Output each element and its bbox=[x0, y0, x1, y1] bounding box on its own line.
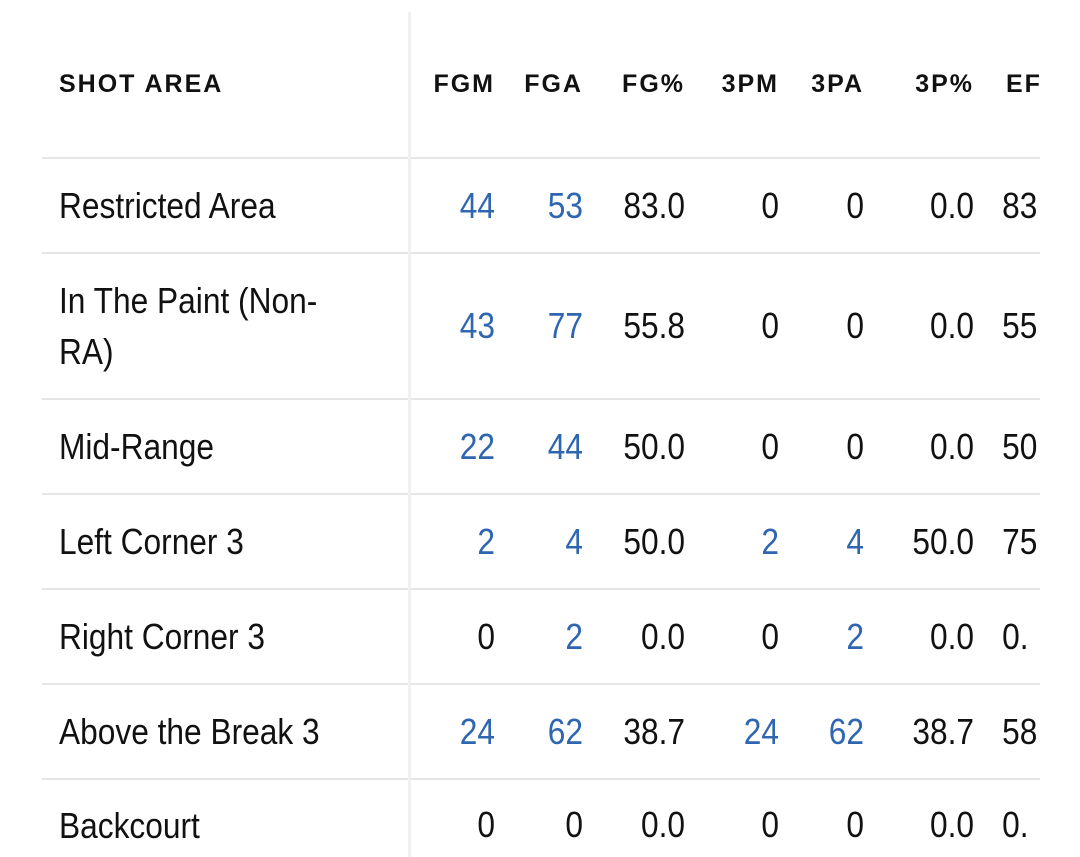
table-row: Restricted Area 44 53 83.0 0 0 0.0 83. bbox=[42, 158, 1040, 254]
fga-cell: 0 bbox=[565, 804, 583, 845]
efg-pct-cell: 50. bbox=[974, 399, 1040, 495]
shot-area-label: Restricted Area bbox=[59, 185, 276, 226]
3pm-cell: 0 bbox=[696, 158, 779, 254]
table-row: Mid-Range 22 44 50.0 0 0 0.0 50. bbox=[42, 399, 1040, 495]
fga-cell[interactable]: 77 bbox=[505, 253, 583, 400]
efg-pct-cell: 0. bbox=[1002, 804, 1029, 845]
fga-cell[interactable]: 53 bbox=[505, 158, 583, 254]
shot-area-label: Above the Break 3 bbox=[59, 711, 320, 752]
fgm-cell: 0 bbox=[419, 589, 495, 685]
3pa-cell: 0 bbox=[789, 253, 864, 400]
3pa-cell[interactable]: 2 bbox=[789, 589, 864, 685]
header-shot-area[interactable]: SHOT AREA bbox=[42, 12, 411, 159]
fg-pct-cell: 55.8 bbox=[595, 253, 685, 400]
shot-area-cell: Above the Break 3 bbox=[42, 684, 411, 780]
header-fga[interactable]: FGA bbox=[495, 12, 583, 159]
3p-pct-cell: 50.0 bbox=[877, 494, 974, 590]
shot-area-table-container: SHOT AREA FGM FGA FG% 3PM 3PA 3P% EFG Re… bbox=[42, 12, 1040, 857]
fg-pct-cell: 38.7 bbox=[595, 684, 685, 780]
efg-pct-cell: 55. bbox=[974, 253, 1040, 400]
fg-pct-cell: 50.0 bbox=[595, 494, 685, 590]
fgm-cell: 0 bbox=[477, 804, 495, 845]
shot-area-label: Left Corner 3 bbox=[59, 521, 244, 562]
fga-cell[interactable]: 4 bbox=[505, 494, 583, 590]
3p-pct-cell: 0.0 bbox=[929, 804, 974, 845]
fga-cell[interactable]: 2 bbox=[505, 589, 583, 685]
3pa-cell[interactable]: 62 bbox=[789, 684, 864, 780]
fgm-cell[interactable]: 24 bbox=[419, 684, 495, 780]
shot-area-cell: Restricted Area bbox=[42, 158, 411, 254]
shot-area-cell: Backcourt bbox=[42, 779, 411, 857]
3p-pct-cell: 0.0 bbox=[877, 399, 974, 495]
fg-pct-cell: 50.0 bbox=[595, 399, 685, 495]
efg-pct-cell: 83. bbox=[974, 158, 1040, 254]
fgm-cell[interactable]: 43 bbox=[419, 253, 495, 400]
fgm-cell[interactable]: 2 bbox=[419, 494, 495, 590]
3pm-cell: 0 bbox=[761, 804, 779, 845]
efg-pct-cell: 0. bbox=[974, 589, 1040, 685]
fg-pct-cell: 0.0 bbox=[595, 589, 685, 685]
fga-cell[interactable]: 62 bbox=[505, 684, 583, 780]
table-row: In The Paint (Non-RA) 43 77 55.8 0 0 0.0… bbox=[42, 253, 1040, 400]
shot-area-cell: Left Corner 3 bbox=[42, 494, 411, 590]
shot-area-label: Mid-Range bbox=[59, 426, 214, 467]
shot-area-label: Right Corner 3 bbox=[59, 616, 266, 657]
efg-pct-cell: 75. bbox=[974, 494, 1040, 590]
table-row: Right Corner 3 0 2 0.0 0 2 0.0 0. bbox=[42, 589, 1040, 685]
header-3pa[interactable]: 3PA bbox=[779, 12, 864, 159]
3pm-cell: 0 bbox=[696, 253, 779, 400]
3pm-cell[interactable]: 24 bbox=[696, 684, 779, 780]
3pa-cell[interactable]: 4 bbox=[789, 494, 864, 590]
3pm-cell[interactable]: 2 bbox=[696, 494, 779, 590]
shot-area-label: In The Paint (Non-RA) bbox=[59, 280, 318, 372]
table-header-row: SHOT AREA FGM FGA FG% 3PM 3PA 3P% EFG bbox=[42, 12, 1040, 159]
3p-pct-cell: 38.7 bbox=[877, 684, 974, 780]
shot-area-cell: Right Corner 3 bbox=[42, 589, 411, 685]
header-3p-pct[interactable]: 3P% bbox=[864, 12, 974, 159]
3pm-cell: 0 bbox=[696, 399, 779, 495]
3pa-cell: 0 bbox=[846, 804, 864, 845]
3p-pct-cell: 0.0 bbox=[877, 253, 974, 400]
table-row: Left Corner 3 2 4 50.0 2 4 50.0 75. bbox=[42, 494, 1040, 590]
3p-pct-cell: 0.0 bbox=[877, 158, 974, 254]
3pa-cell: 0 bbox=[789, 399, 864, 495]
fgm-cell[interactable]: 22 bbox=[419, 399, 495, 495]
shot-area-table: SHOT AREA FGM FGA FG% 3PM 3PA 3P% EFG Re… bbox=[42, 12, 1040, 857]
efg-pct-cell: 58. bbox=[974, 684, 1040, 780]
fg-pct-cell: 0.0 bbox=[640, 804, 685, 845]
shot-area-label: Backcourt bbox=[59, 804, 200, 846]
fga-cell[interactable]: 44 bbox=[505, 399, 583, 495]
table-row: Above the Break 3 24 62 38.7 24 62 38.7 … bbox=[42, 684, 1040, 780]
shot-area-cell: In The Paint (Non-RA) bbox=[42, 253, 411, 400]
header-fg-pct[interactable]: FG% bbox=[583, 12, 685, 159]
header-efg-pct[interactable]: EFG bbox=[974, 12, 1040, 159]
3pa-cell: 0 bbox=[789, 158, 864, 254]
header-3pm[interactable]: 3PM bbox=[685, 12, 779, 159]
fgm-cell[interactable]: 44 bbox=[419, 158, 495, 254]
fg-pct-cell: 83.0 bbox=[595, 158, 685, 254]
header-fgm[interactable]: FGM bbox=[409, 12, 495, 159]
table-row: Backcourt 0 0 0.0 0 0 0.0 0. bbox=[42, 779, 1040, 857]
3pm-cell: 0 bbox=[696, 589, 779, 685]
shot-area-cell: Mid-Range bbox=[42, 399, 411, 495]
3p-pct-cell: 0.0 bbox=[877, 589, 974, 685]
